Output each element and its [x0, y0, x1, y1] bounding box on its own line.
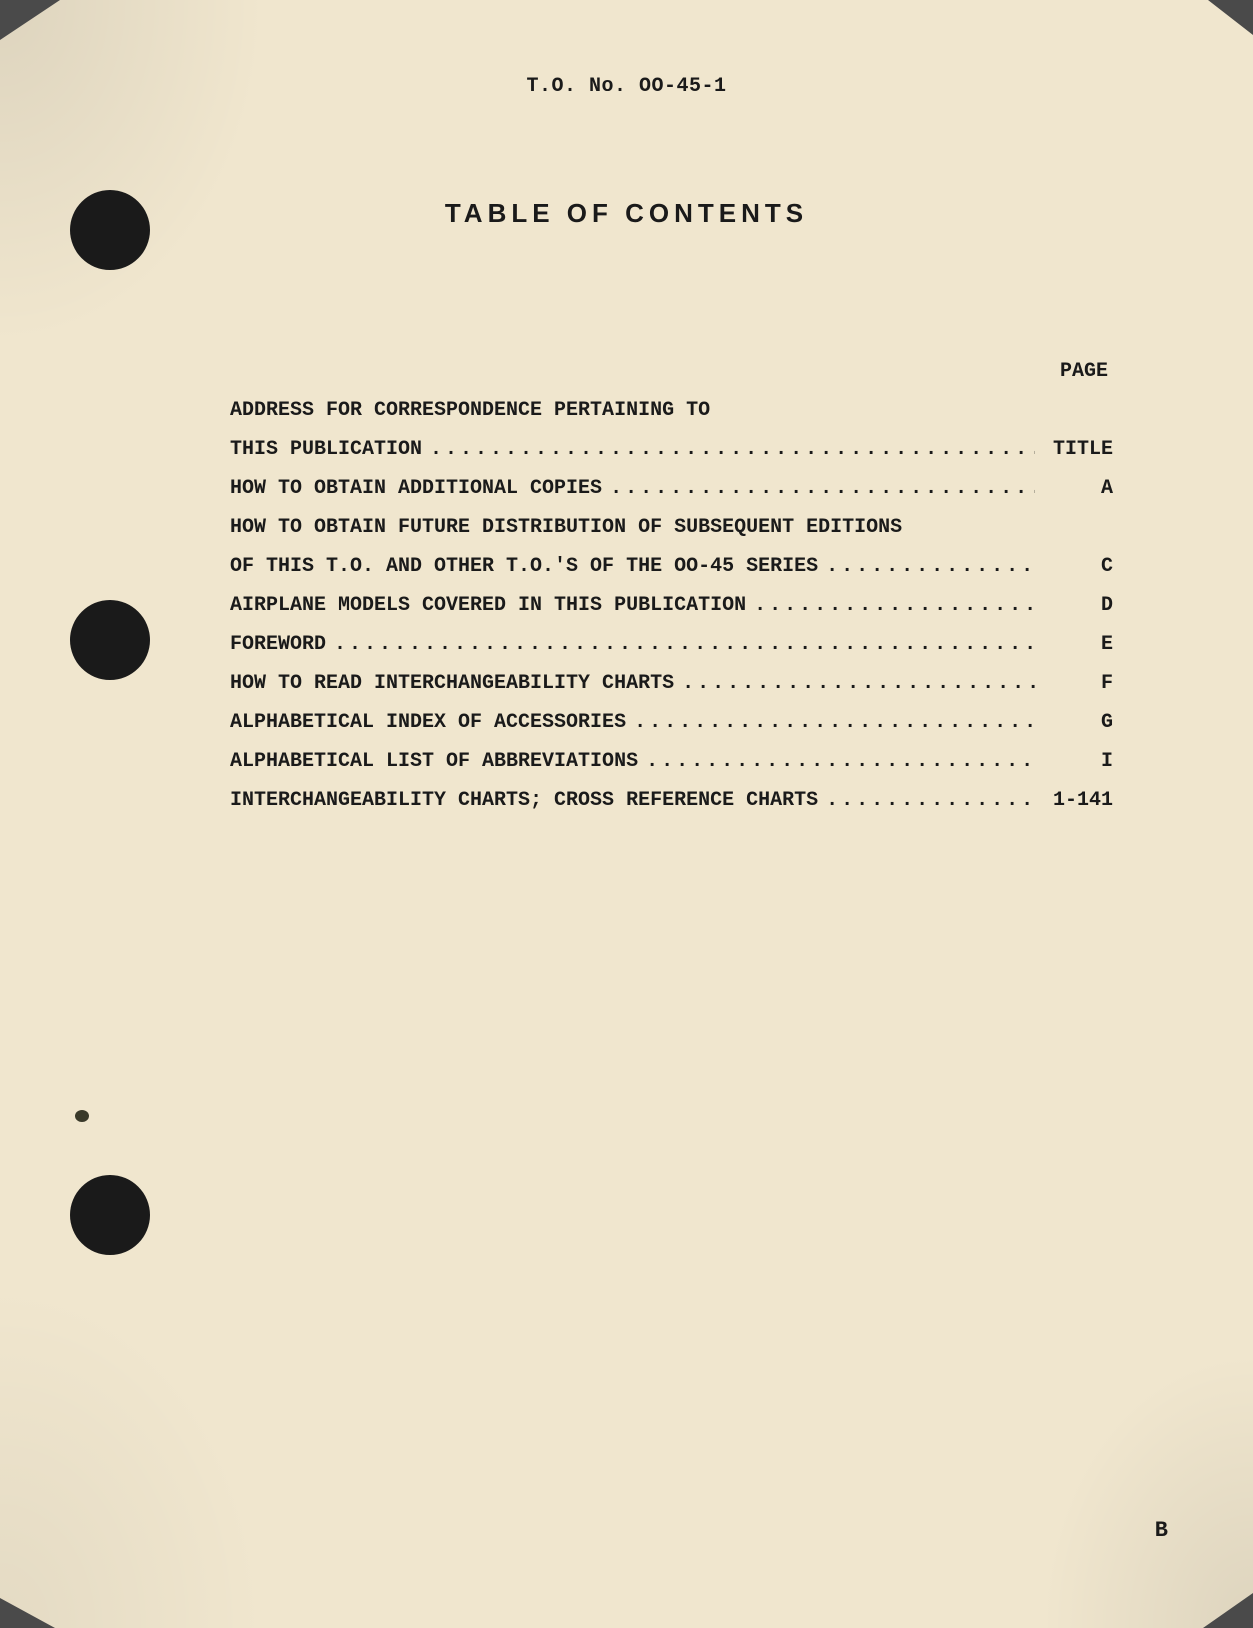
toc-entry-page: 1-141 [1043, 791, 1113, 811]
punch-hole-middle [70, 600, 150, 680]
toc-leader-dots: ........................................… [754, 596, 1035, 616]
toc-entry-page: I [1043, 752, 1113, 772]
toc-entry-page: F [1043, 674, 1113, 694]
toc-entry-text: FOREWORD [230, 635, 326, 655]
toc-entry: ALPHABETICAL LIST OF ABBREVIATIONS......… [230, 752, 1113, 772]
toc-entry: THIS PUBLICATION........................… [230, 440, 1113, 460]
toc-leader-dots: ........................................… [430, 440, 1035, 460]
corner-top-right [1208, 0, 1253, 35]
toc-list: ADDRESS FOR CORRESPONDENCE PERTAINING TO… [230, 401, 1113, 811]
toc-entry-page: A [1043, 479, 1113, 499]
toc-entry-text: ADDRESS FOR CORRESPONDENCE PERTAINING TO [230, 401, 710, 421]
toc-leader-dots: ........................................… [826, 557, 1035, 577]
toc-entry: HOW TO OBTAIN ADDITIONAL COPIES.........… [230, 479, 1113, 499]
column-header-page: PAGE [230, 360, 1113, 383]
toc-leader-dots: ........................................… [610, 479, 1035, 499]
toc-leader-dots: ........................................… [334, 635, 1035, 655]
page-marker: B [1155, 1518, 1168, 1543]
toc-entry-page: C [1043, 557, 1113, 577]
toc-entry: ADDRESS FOR CORRESPONDENCE PERTAINING TO [230, 401, 1113, 421]
corner-bottom-left [0, 1598, 55, 1628]
corner-bottom-right [1203, 1593, 1253, 1628]
toc-entry-text: THIS PUBLICATION [230, 440, 422, 460]
toc-entry-page: TITLE [1043, 440, 1113, 460]
toc-entry-text: OF THIS T.O. AND OTHER T.O.'S OF THE OO-… [230, 557, 818, 577]
document-title: TABLE OF CONTENTS [0, 198, 1253, 229]
toc-entry-text: ALPHABETICAL INDEX OF ACCESSORIES [230, 713, 626, 733]
toc-entry: FOREWORD................................… [230, 635, 1113, 655]
toc-entry: HOW TO READ INTERCHANGEABILITY CHARTS...… [230, 674, 1113, 694]
toc-entry-page: D [1043, 596, 1113, 616]
toc-entry: ALPHABETICAL INDEX OF ACCESSORIES.......… [230, 713, 1113, 733]
toc-leader-dots: ........................................… [646, 752, 1035, 772]
toc-entry: INTERCHANGEABILITY CHARTS; CROSS REFEREN… [230, 791, 1113, 811]
toc-leader-dots: ........................................… [826, 791, 1035, 811]
punch-hole-bottom [70, 1175, 150, 1255]
document-header: T.O. No. OO-45-1 [0, 75, 1253, 98]
toc-content: PAGE ADDRESS FOR CORRESPONDENCE PERTAINI… [230, 360, 1113, 830]
toc-entry-text: HOW TO OBTAIN ADDITIONAL COPIES [230, 479, 602, 499]
document-page: T.O. No. OO-45-1 TABLE OF CONTENTS PAGE … [0, 0, 1253, 1628]
toc-entry-text: HOW TO READ INTERCHANGEABILITY CHARTS [230, 674, 674, 694]
toc-entry-text: HOW TO OBTAIN FUTURE DISTRIBUTION OF SUB… [230, 518, 902, 538]
toc-entry-text: INTERCHANGEABILITY CHARTS; CROSS REFEREN… [230, 791, 818, 811]
paper-speck [75, 1110, 89, 1122]
toc-entry-page: G [1043, 713, 1113, 733]
toc-entry-text: ALPHABETICAL LIST OF ABBREVIATIONS [230, 752, 638, 772]
toc-entry-text: AIRPLANE MODELS COVERED IN THIS PUBLICAT… [230, 596, 746, 616]
toc-entry-page: E [1043, 635, 1113, 655]
toc-entry: AIRPLANE MODELS COVERED IN THIS PUBLICAT… [230, 596, 1113, 616]
corner-top-left [0, 0, 60, 40]
toc-leader-dots: ........................................… [634, 713, 1035, 733]
toc-entry: HOW TO OBTAIN FUTURE DISTRIBUTION OF SUB… [230, 518, 1113, 538]
toc-entry: OF THIS T.O. AND OTHER T.O.'S OF THE OO-… [230, 557, 1113, 577]
toc-leader-dots: ........................................… [682, 674, 1035, 694]
